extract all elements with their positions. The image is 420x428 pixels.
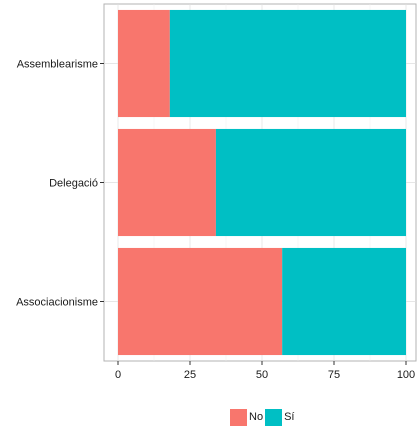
x-tick-label: 25 xyxy=(184,369,196,381)
legend-swatch-no xyxy=(230,408,247,426)
axis-ticks: Assemblearisme Delegació Associacionisme 0 2… xyxy=(16,59,415,382)
legend-item-no: No xyxy=(230,408,264,426)
legend-label-si: Sí xyxy=(284,411,295,423)
legend-swatch-si xyxy=(265,408,283,426)
x-tick-label: 100 xyxy=(397,369,415,381)
x-tick-label: 0 xyxy=(115,369,121,381)
bar-si-2 xyxy=(282,247,406,356)
y-tick-label: Associacionisme xyxy=(16,297,98,309)
legend: No Sí xyxy=(230,406,296,428)
y-tick-label: Assemblearisme xyxy=(17,59,98,71)
x-tick-label: 50 xyxy=(256,369,268,381)
bar-no-2 xyxy=(118,247,283,356)
bar-no-0 xyxy=(118,9,170,118)
bar-si-0 xyxy=(169,9,406,118)
y-tick-label: Delegació xyxy=(49,178,98,190)
bar-si-1 xyxy=(215,128,406,237)
bar-no-1 xyxy=(118,128,216,237)
x-tick-label: 75 xyxy=(328,369,340,381)
legend-label-no: No xyxy=(249,411,264,423)
legend-item-si: Sí xyxy=(265,408,295,426)
bars xyxy=(118,9,406,356)
